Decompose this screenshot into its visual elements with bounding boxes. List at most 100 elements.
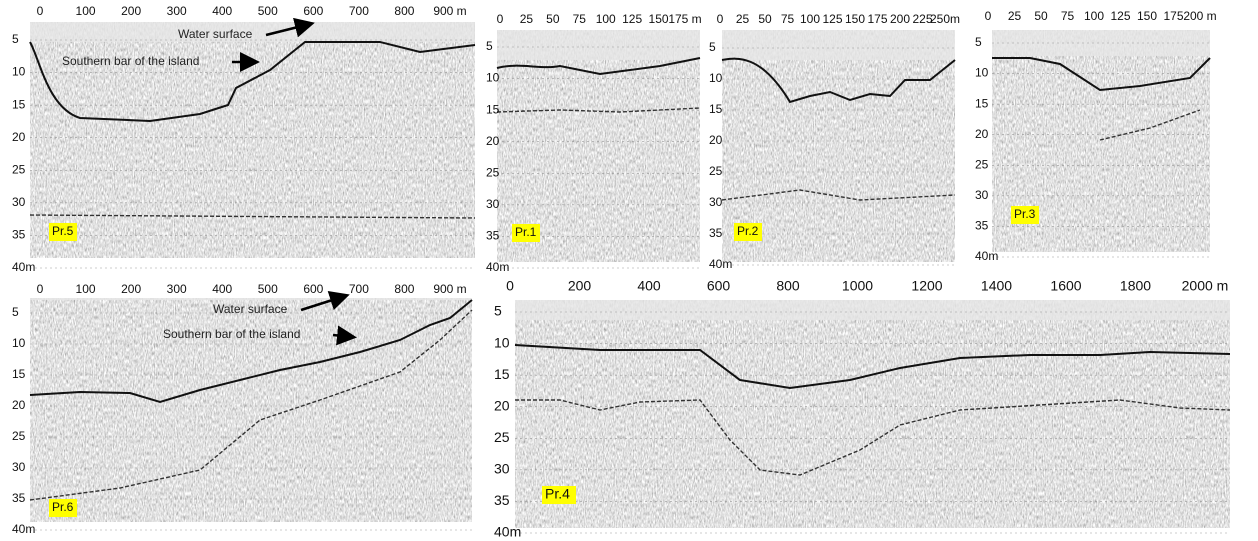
x-tick-label: 600 (707, 278, 731, 294)
profile-panel: 0 25 50 75 100 125 150 175 200 m 5 10 15 20 25 30 35 40m… (975, 9, 1217, 263)
profile-label-bg (734, 223, 762, 241)
annotation: Southern bar of the island (62, 54, 199, 68)
water-column (722, 30, 955, 60)
y-tick-label: 30 (709, 195, 723, 209)
y-tick-label: 5 (12, 305, 19, 319)
x-tick-label: 225 (912, 12, 932, 26)
x-tick-label: 75 (781, 12, 795, 26)
x-tick-label: 250m (930, 12, 960, 26)
y-tick-label: 30 (494, 461, 510, 477)
x-tick-label: 600 (303, 282, 323, 296)
y-tick-label: 15 (12, 97, 26, 111)
x-tick-label: 1600 (1050, 278, 1081, 294)
y-tick-label: 25 (12, 162, 26, 176)
y-tick-label: 20 (486, 134, 500, 148)
x-tick-label: 100 (800, 12, 820, 26)
profile-label-bg (49, 223, 77, 241)
water-column (515, 300, 1230, 320)
y-tick-label: 15 (12, 367, 26, 381)
x-tick-label: 0 (985, 9, 992, 23)
x-tick-label: 200 (121, 4, 141, 18)
x-tick-label: 1400 (981, 278, 1012, 294)
y-tick-label: 10 (975, 66, 989, 80)
x-tick-label: 100 (76, 282, 96, 296)
water-column (497, 30, 700, 60)
x-tick-label: 600 (303, 4, 323, 18)
y-tick-label: 15 (486, 102, 500, 116)
seabed-reflector (496, 57, 701, 76)
x-tick-label: 150 (1137, 9, 1157, 23)
profile-panel: 0 100 200 300 400 500 600 700 800 900 m 5 10 15 20 25 3… (12, 4, 476, 274)
profile-label-bg (542, 486, 576, 504)
profile-label-bg (49, 499, 77, 517)
x-tick-label: 75 (1061, 9, 1075, 23)
y-tick-label: 30 (12, 195, 26, 209)
x-tick-label: 0 (497, 12, 504, 26)
x-tick-label: 300 (167, 4, 187, 18)
annotation: Water surface (178, 27, 253, 41)
y-tick-label: 40m (975, 249, 998, 263)
radargram (30, 298, 472, 522)
x-tick-label: 400 (212, 282, 232, 296)
seabed-reflector (721, 57, 956, 104)
x-tick-label: 150 (845, 12, 865, 26)
profile-label: Pr.2 (737, 224, 759, 238)
x-tick-label: 100 (76, 4, 96, 18)
x-tick-label: 800 (776, 278, 800, 294)
y-tick-label: 35 (709, 226, 723, 240)
y-tick-label: 25 (12, 429, 26, 443)
profile-label: Pr.1 (515, 225, 537, 239)
y-tick-label: 25 (486, 165, 500, 179)
annotation-arrow (300, 291, 350, 312)
x-tick-label: 175 m (668, 12, 701, 26)
sub-reflector (496, 107, 701, 113)
annotation: Southern bar of the island (163, 327, 300, 341)
x-tick-label: 400 (637, 278, 661, 294)
seabed-reflector (992, 57, 1211, 92)
annotation-arrow (332, 325, 357, 346)
x-tick-label: 700 (349, 282, 369, 296)
x-tick-label: 50 (546, 12, 560, 26)
profile-label: Pr.4 (545, 486, 570, 502)
x-tick-label: 25 (1008, 9, 1022, 23)
x-tick-label: 50 (758, 12, 772, 26)
radargram (515, 300, 1230, 528)
y-tick-label: 10 (486, 71, 500, 85)
profile-label-bg (1011, 206, 1039, 224)
y-tick-label: 25 (709, 164, 723, 178)
x-tick-label: 500 (258, 282, 278, 296)
annotation: Water surface (213, 302, 288, 316)
profile-label: Pr.5 (52, 224, 74, 238)
profile-label-bg (512, 224, 540, 242)
x-tick-label: 1800 (1120, 278, 1151, 294)
x-tick-label: 1200 (911, 278, 942, 294)
x-tick-label: 125 (622, 12, 642, 26)
x-tick-label: 200 m (1183, 9, 1216, 23)
x-tick-label: 800 (394, 282, 414, 296)
water-column (30, 298, 472, 300)
x-tick-label: 100 (596, 12, 616, 26)
y-tick-label: 35 (494, 492, 510, 508)
x-tick-label: 50 (1034, 9, 1048, 23)
y-tick-label: 35 (12, 228, 26, 242)
y-tick-label: 20 (709, 133, 723, 147)
y-tick-label: 35 (12, 491, 26, 505)
y-tick-label: 40m (709, 257, 732, 271)
profile-panel: 0 100 200 300 400 500 600 700 800 900 m 5 10 15 20 25 3… (12, 282, 473, 536)
sub-reflector (29, 309, 473, 501)
y-tick-label: 30 (486, 197, 500, 211)
sub-reflector (29, 214, 476, 219)
y-tick-label: 20 (12, 130, 26, 144)
x-tick-label: 175 (1163, 9, 1183, 23)
y-tick-label: 5 (494, 303, 502, 319)
annotation-arrow (265, 17, 315, 38)
x-tick-label: 400 (212, 4, 232, 18)
y-tick-label: 15 (975, 96, 989, 110)
seabed-reflector (29, 299, 473, 404)
x-tick-label: 125 (822, 12, 842, 26)
y-tick-label: 40m (494, 524, 521, 540)
profile-label: Pr.3 (1014, 207, 1036, 221)
x-tick-label: 900 m (433, 4, 466, 18)
